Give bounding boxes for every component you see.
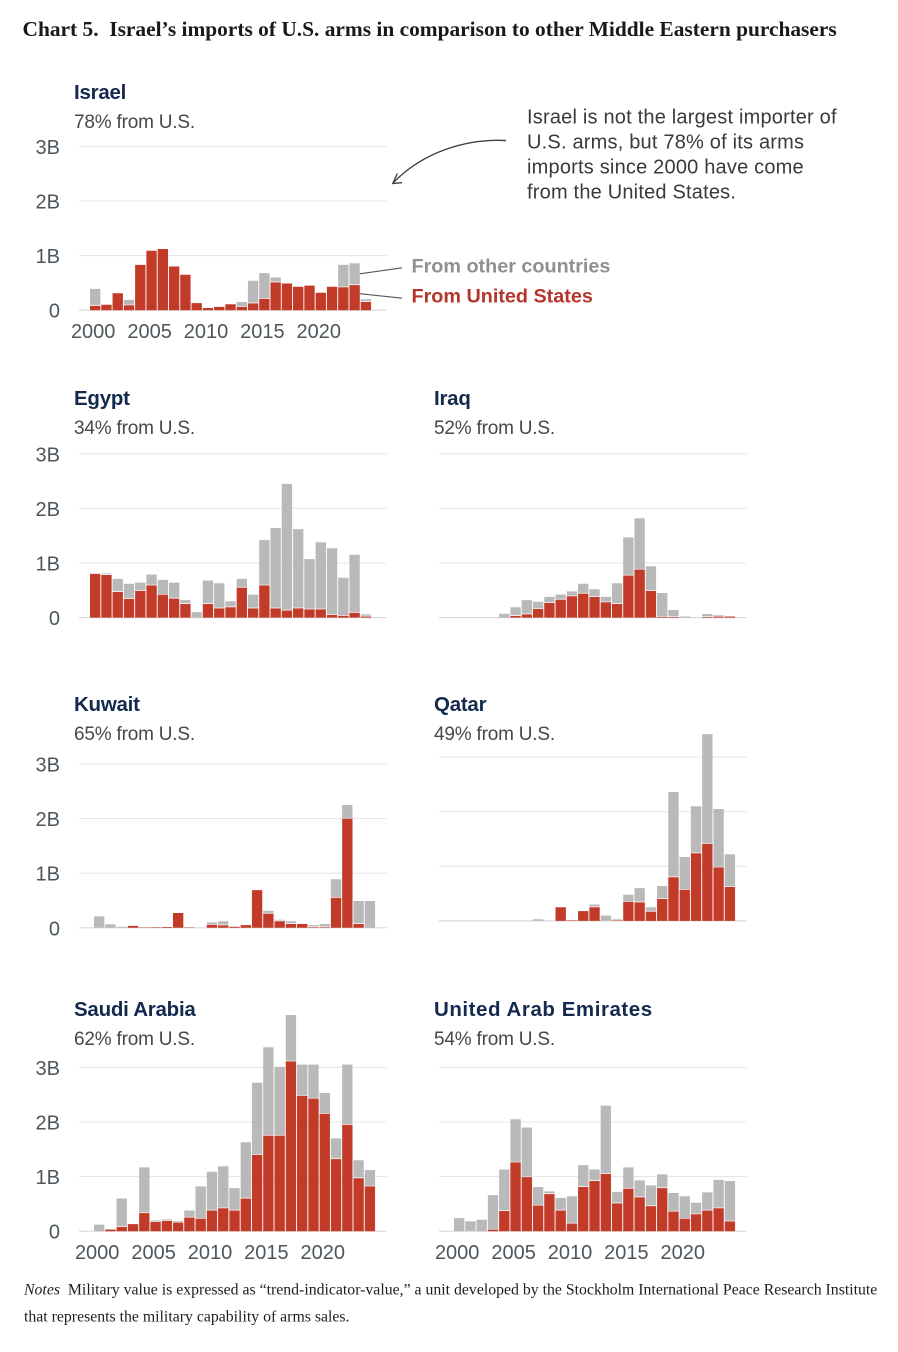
svg-text:Israel is not the largest impo: Israel is not the largest importer of bbox=[527, 107, 837, 129]
svg-text:2B: 2B bbox=[36, 809, 60, 831]
svg-text:3B: 3B bbox=[36, 755, 60, 777]
svg-text:3B: 3B bbox=[36, 137, 60, 159]
svg-text:2000: 2000 bbox=[71, 321, 116, 343]
svg-text:1B: 1B bbox=[36, 1167, 60, 1189]
svg-text:2010: 2010 bbox=[548, 1242, 593, 1264]
svg-text:2015: 2015 bbox=[244, 1242, 289, 1264]
svg-text:2000: 2000 bbox=[435, 1242, 480, 1264]
svg-text:1B: 1B bbox=[36, 246, 60, 268]
svg-text:3B: 3B bbox=[36, 1058, 60, 1080]
svg-text:49% from U.S.: 49% from U.S. bbox=[434, 724, 555, 745]
svg-text:from the United States.: from the United States. bbox=[527, 182, 736, 204]
svg-text:2B: 2B bbox=[36, 1113, 60, 1135]
svg-text:78% from U.S.: 78% from U.S. bbox=[74, 112, 195, 133]
svg-text:2020: 2020 bbox=[301, 1242, 346, 1264]
svg-text:Israel: Israel bbox=[74, 81, 126, 104]
svg-text:2015: 2015 bbox=[240, 321, 285, 343]
svg-text:2020: 2020 bbox=[661, 1242, 706, 1264]
svg-text:Qatar: Qatar bbox=[434, 693, 487, 716]
svg-text:3B: 3B bbox=[36, 444, 60, 466]
svg-text:Iraq: Iraq bbox=[434, 387, 471, 410]
svg-text:Kuwait: Kuwait bbox=[74, 693, 140, 716]
svg-text:2B: 2B bbox=[36, 192, 60, 214]
svg-text:0: 0 bbox=[49, 1222, 60, 1244]
svg-text:52% from U.S.: 52% from U.S. bbox=[434, 418, 555, 439]
svg-text:2020: 2020 bbox=[297, 321, 342, 343]
svg-text:Notes Military value is expre: Notes Military value is expressed as “tr… bbox=[23, 1282, 877, 1299]
svg-text:Saudi Arabia: Saudi Arabia bbox=[74, 998, 196, 1021]
svg-text:Chart 5. Israel’s imports of: Chart 5. Israel’s imports of U.S. arms i… bbox=[23, 17, 837, 41]
svg-text:0: 0 bbox=[49, 918, 60, 940]
svg-text:2005: 2005 bbox=[491, 1242, 536, 1264]
svg-text:54% from U.S.: 54% from U.S. bbox=[434, 1029, 555, 1050]
svg-text:2005: 2005 bbox=[127, 321, 172, 343]
svg-text:From United States: From United States bbox=[412, 286, 593, 308]
svg-text:U.S. arms, but 78% of its arms: U.S. arms, but 78% of its arms bbox=[527, 132, 804, 154]
svg-text:34% from U.S.: 34% from U.S. bbox=[74, 418, 195, 439]
svg-text:2015: 2015 bbox=[604, 1242, 649, 1264]
svg-text:1B: 1B bbox=[36, 864, 60, 886]
svg-text:2B: 2B bbox=[36, 499, 60, 521]
svg-text:imports since 2000 have come: imports since 2000 have come bbox=[527, 157, 804, 179]
svg-text:From other countries: From other countries bbox=[412, 256, 611, 278]
svg-text:1B: 1B bbox=[36, 554, 60, 576]
svg-text:that represents the military c: that represents the military capability … bbox=[24, 1309, 350, 1326]
svg-text:2000: 2000 bbox=[75, 1242, 120, 1264]
svg-text:0: 0 bbox=[49, 608, 60, 630]
svg-text:Egypt: Egypt bbox=[74, 387, 130, 410]
svg-text:62% from U.S.: 62% from U.S. bbox=[74, 1029, 195, 1050]
svg-text:2010: 2010 bbox=[188, 1242, 233, 1264]
svg-text:2010: 2010 bbox=[184, 321, 229, 343]
svg-text:United Arab Emirates: United Arab Emirates bbox=[434, 998, 653, 1021]
svg-text:0: 0 bbox=[49, 301, 60, 323]
svg-text:65% from U.S.: 65% from U.S. bbox=[74, 724, 195, 745]
svg-text:2005: 2005 bbox=[131, 1242, 176, 1264]
